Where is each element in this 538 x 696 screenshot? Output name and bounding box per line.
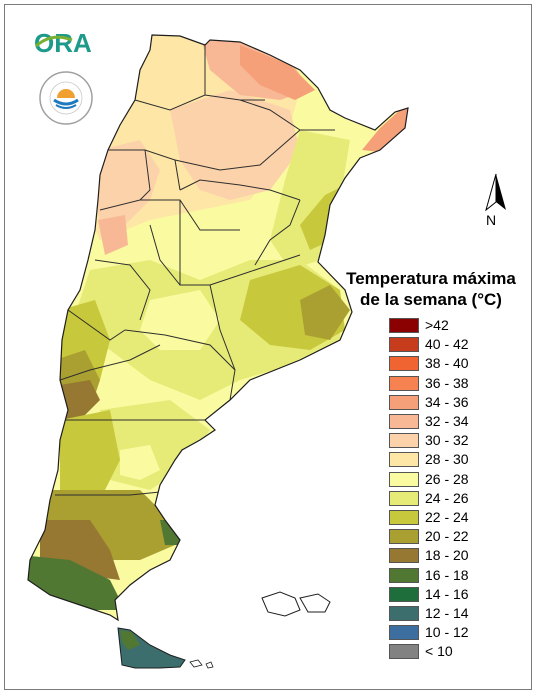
legend-label: 18 - 20 [425,547,469,564]
legend-swatch [389,337,419,353]
legend-title-line2: de la semana (°C) [360,290,502,309]
legend-swatch [389,394,419,410]
province-boundaries [55,45,335,496]
legend-label: 12 - 14 [425,605,469,621]
legend-swatch [389,375,419,391]
legend-label: 16 - 18 [425,566,469,583]
legend-swatch [389,510,419,525]
legend-swatch [389,529,419,545]
legend-swatch [389,548,419,564]
svg-text:ORA: ORA [34,28,92,58]
country-outline [27,34,409,622]
zone-34-36-misiones [362,108,408,152]
legend-swatch [389,452,419,468]
legend-label: 40 - 42 [425,336,469,353]
legend-swatch [389,606,419,621]
zone-30-32-center-north [170,90,300,200]
legend-label: 32 - 34 [425,413,469,429]
zone-20-22-coast [300,285,350,340]
zone-18-20-andes [60,380,100,420]
legend-label: 26 - 28 [425,470,469,487]
malvinas-islands [261,591,331,617]
zone-22-24-patagonia [60,410,120,500]
legend-label: 10 - 12 [425,624,469,641]
legend-label: 20 - 22 [425,528,469,545]
north-label: N [486,212,497,228]
legend-label: 24 - 26 [425,489,469,506]
legend-swatch [389,414,419,429]
legend-swatch [389,318,419,333]
legend-swatch [389,490,419,506]
legend-swatch [389,433,419,449]
legend-label: 36 - 38 [425,374,469,391]
zone-24-26-east [270,130,350,270]
zone-34-36-northeast [240,45,315,100]
legend-swatch [389,625,419,641]
legend-label: 38 - 40 [425,355,469,372]
north-arrow-icon [485,173,506,212]
ora-logo: ORA [34,28,93,125]
legend-label: 28 - 30 [425,451,469,468]
small-islands [189,659,214,669]
legend-label: >42 [425,317,449,333]
tierra-del-fuego-north [120,630,140,650]
legend-label: 30 - 32 [425,432,469,449]
legend-label: 22 - 24 [425,509,469,525]
legend-title-line1: Temperatura máxima [346,269,516,288]
legend-swatch [389,471,419,487]
zone-26-28-center-pale [140,290,220,350]
legend-swatch [389,356,419,372]
map-frame [4,4,532,690]
legend-label: < 10 [425,643,453,660]
zone-26-28-patagonia-pale [120,445,160,480]
zone-32-34-west [98,215,128,255]
legend-swatch [389,586,419,602]
legend-swatch [389,567,419,583]
legend-swatch [389,644,419,660]
legend-label: 14 - 16 [425,585,469,602]
legend-label: 34 - 36 [425,393,469,410]
legend-title: Temperatura máxima de la semana (°C) [336,268,526,310]
